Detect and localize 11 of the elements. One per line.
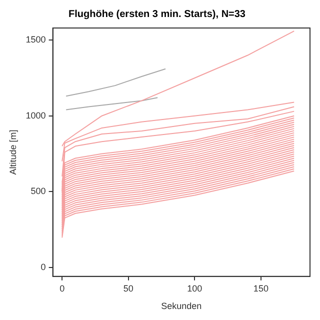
y-tick-label: 0 — [40, 262, 46, 272]
x-tick-label: 150 — [253, 283, 268, 294]
y-axis-title: Altitude [m] — [8, 130, 18, 175]
y-tick-label: 500 — [30, 186, 46, 196]
x-tick-label: 50 — [123, 283, 134, 294]
y-tick-label: 1500 — [26, 34, 46, 45]
x-tick-label: 100 — [187, 283, 202, 294]
x-tick-label: 0 — [60, 283, 65, 294]
x-axis-title: Sekunden — [161, 301, 202, 312]
chart-title: Flughöhe (ersten 3 min. Starts), N=33 — [68, 8, 246, 20]
y-tick-label: 1000 — [26, 110, 46, 120]
